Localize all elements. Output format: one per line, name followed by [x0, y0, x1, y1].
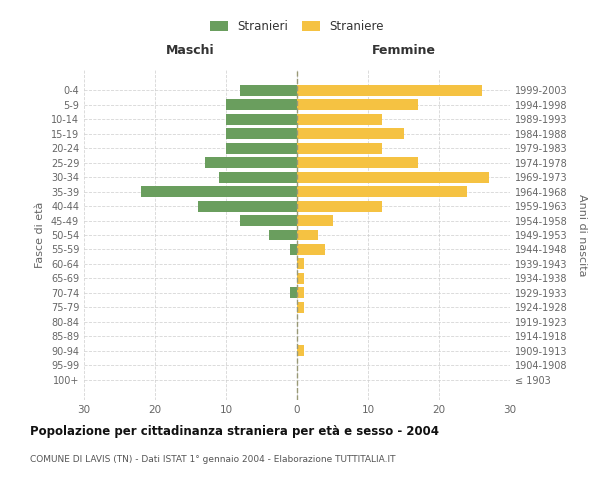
Bar: [226, 114, 297, 125]
Bar: [297, 114, 382, 125]
Bar: [297, 186, 467, 197]
Text: Femmine: Femmine: [371, 44, 436, 57]
Bar: [205, 158, 297, 168]
Bar: [197, 200, 297, 211]
Bar: [290, 288, 297, 298]
Text: COMUNE DI LAVIS (TN) - Dati ISTAT 1° gennaio 2004 - Elaborazione TUTTITALIA.IT: COMUNE DI LAVIS (TN) - Dati ISTAT 1° gen…: [30, 455, 395, 464]
Bar: [297, 345, 304, 356]
Bar: [297, 85, 482, 96]
Bar: [297, 100, 418, 110]
Text: Maschi: Maschi: [166, 44, 215, 57]
Bar: [297, 258, 304, 270]
Bar: [297, 288, 304, 298]
Bar: [141, 186, 297, 197]
Bar: [297, 200, 382, 211]
Y-axis label: Fasce di età: Fasce di età: [35, 202, 45, 268]
Bar: [297, 143, 382, 154]
Bar: [297, 273, 304, 284]
Bar: [297, 128, 404, 139]
Bar: [226, 100, 297, 110]
Bar: [297, 172, 488, 182]
Bar: [226, 143, 297, 154]
Bar: [297, 302, 304, 312]
Bar: [226, 128, 297, 139]
Bar: [240, 85, 297, 96]
Bar: [297, 230, 319, 240]
Legend: Stranieri, Straniere: Stranieri, Straniere: [206, 16, 388, 36]
Bar: [297, 215, 332, 226]
Bar: [269, 230, 297, 240]
Bar: [240, 215, 297, 226]
Text: Popolazione per cittadinanza straniera per età e sesso - 2004: Popolazione per cittadinanza straniera p…: [30, 425, 439, 438]
Bar: [219, 172, 297, 182]
Bar: [297, 244, 325, 255]
Bar: [297, 158, 418, 168]
Bar: [290, 244, 297, 255]
Y-axis label: Anni di nascita: Anni di nascita: [577, 194, 587, 276]
